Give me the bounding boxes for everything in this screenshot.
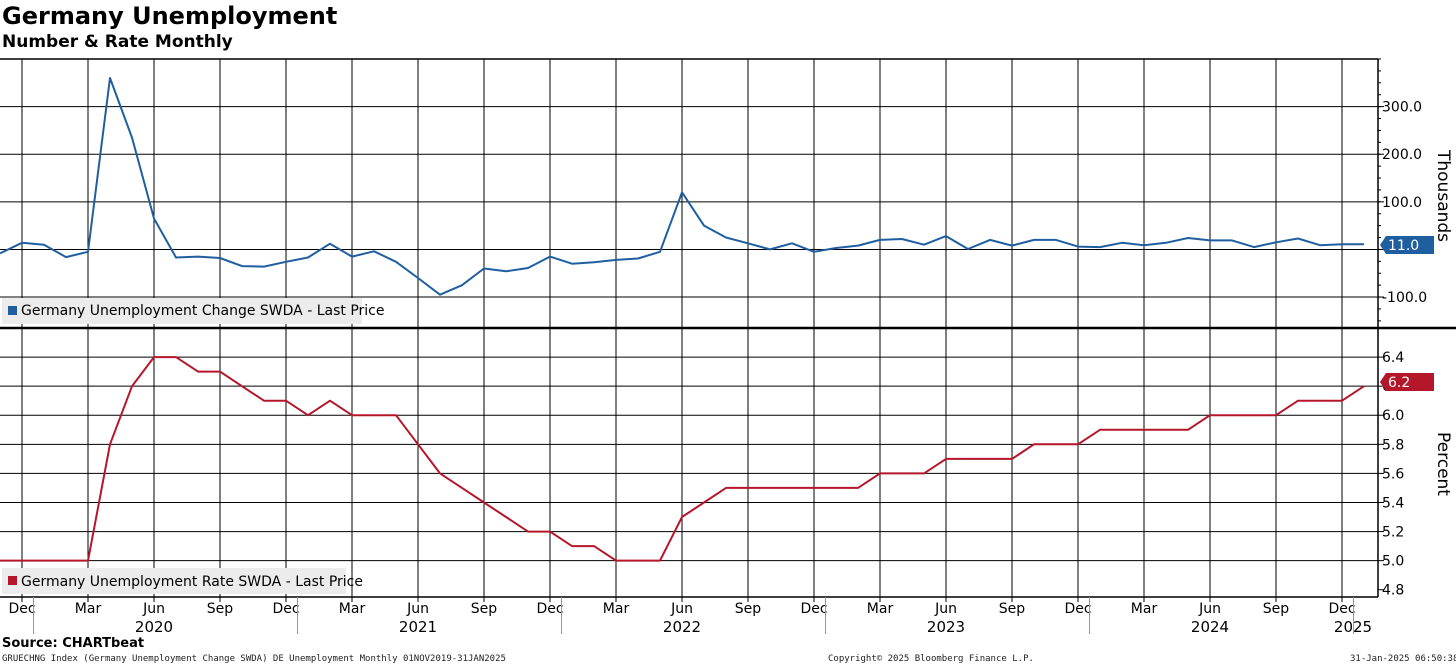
x-tick-label: Mar	[75, 601, 102, 617]
x-tick-label: Dec	[1328, 601, 1355, 617]
x-tick-label: Mar	[1131, 601, 1158, 617]
x-tick-label: Jun	[142, 601, 165, 617]
x-tick-label: Sep	[999, 601, 1026, 617]
x-tick-label: Jun	[406, 601, 429, 617]
x-tick-label: Mar	[603, 601, 630, 617]
x-tick-label: Dec	[272, 601, 299, 617]
legend-change-swatch	[8, 306, 17, 315]
year-label: 2021	[399, 618, 437, 636]
last-value-tag-rate: 6.2	[1380, 373, 1434, 391]
x-tick-label: Jun	[670, 601, 693, 617]
legend-rate-bg	[2, 568, 346, 594]
year-label: 2024	[1191, 618, 1229, 636]
y-tick-label: 300.0	[1382, 100, 1422, 116]
x-tick-label: Dec	[800, 601, 827, 617]
timestamp: 31-Jan-2025 06:50:38	[1350, 654, 1456, 664]
x-tick-label: Sep	[1263, 601, 1290, 617]
series-layer	[0, 77, 1365, 562]
y-tick-label: 4.8	[1382, 583, 1404, 599]
x-tick-label: Jun	[934, 601, 957, 617]
x-tick-label: Mar	[867, 601, 894, 617]
y-tick-label: 5.0	[1382, 554, 1404, 570]
last-value-tag-change: 11.0	[1380, 236, 1434, 254]
chart-subtitle: Number & Rate Monthly	[2, 32, 233, 52]
y-tick-label: 6.0	[1382, 408, 1404, 424]
legend-change-bg	[2, 298, 362, 324]
copyright-note: Copyright© 2025 Bloomberg Finance L.P.	[828, 654, 1034, 664]
y-tick-label: 5.2	[1382, 525, 1404, 541]
x-tick-label: Dec	[1064, 601, 1091, 617]
x-tick-label: Sep	[471, 601, 498, 617]
legend-change-label: Germany Unemployment Change SWDA - Last …	[21, 303, 384, 319]
y-axis-title-change: Thousands	[1433, 149, 1453, 242]
last-value-tag-rate-shape	[1380, 373, 1434, 391]
legend-change: Germany Unemployment Change SWDA - Last …	[2, 298, 384, 324]
y-tick-label: 200.0	[1382, 147, 1422, 163]
y-axis-title-rate: Percent	[1433, 432, 1453, 496]
legend-rate: Germany Unemployment Rate SWDA - Last Pr…	[2, 568, 363, 594]
legend-rate-swatch	[8, 576, 17, 585]
x-tick-label: Dec	[8, 601, 35, 617]
y-tick-label: 5.6	[1382, 466, 1404, 482]
x-tick-label: Jun	[1198, 601, 1221, 617]
y-tick-label: 5.4	[1382, 495, 1404, 511]
x-tick-label: Sep	[735, 601, 762, 617]
last-value-tag-change-shape	[1380, 236, 1434, 254]
y-tick-label: 5.8	[1382, 437, 1404, 453]
chart-title: Germany Unemployment	[2, 2, 338, 30]
y-tick-label: 6.4	[1382, 350, 1404, 366]
year-label: 2023	[927, 618, 965, 636]
x-tick-label: Mar	[339, 601, 366, 617]
year-label: 2025	[1334, 618, 1372, 636]
last-value-tag-change-text: 11.0	[1388, 238, 1419, 254]
legend-rate-label: Germany Unemployment Rate SWDA - Last Pr…	[21, 574, 363, 590]
y-tick-label: -100.0	[1382, 290, 1427, 306]
series-line-change	[0, 77, 1364, 296]
x-tick-label: Sep	[207, 601, 234, 617]
year-label: 2020	[135, 618, 173, 636]
x-axis: Dec Mar Jun Sep Dec Mar Jun Sep Dec Mar Jun Sep Dec M…	[8, 597, 1372, 636]
source-note: Source: CHARTbeat	[2, 636, 145, 651]
year-label: 2022	[663, 618, 701, 636]
y-tick-label: 100.0	[1382, 195, 1422, 211]
last-value-tag-rate-text: 6.2	[1388, 375, 1410, 391]
panel-dividers	[0, 58, 1456, 598]
index-note: GRUECHNG Index (Germany Unemployment Cha…	[2, 654, 506, 664]
series-line-rate	[0, 356, 1365, 562]
x-tick-label: Dec	[536, 601, 563, 617]
